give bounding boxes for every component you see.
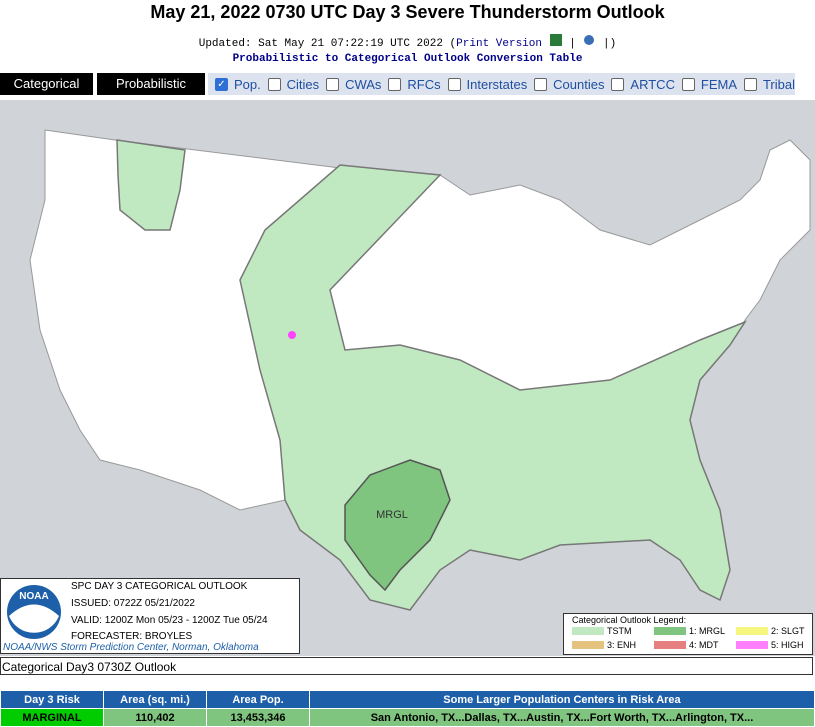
legend-label: 4: MDT — [689, 640, 719, 650]
checkbox[interactable] — [326, 77, 340, 91]
legend-label: 1: MRGL — [689, 626, 726, 636]
layer-label[interactable]: Interstates — [466, 76, 528, 92]
checkbox[interactable] — [388, 77, 402, 91]
info-box: NOAA SPC DAY 3 CATEGORICAL OUTLOOK ISSUE… — [0, 578, 300, 654]
layer-label[interactable]: FEMA — [700, 76, 738, 92]
checkbox[interactable] — [681, 77, 695, 91]
legend-swatch — [572, 627, 604, 635]
legend-swatch — [736, 627, 768, 635]
layer-label[interactable]: Pop. — [233, 76, 261, 92]
checkbox[interactable] — [267, 77, 281, 91]
legend-swatch — [572, 641, 604, 649]
checkbox[interactable]: ✓ — [215, 77, 228, 91]
updated: Updated: Sat May 21 07:22:19 UTC 2022 ( — [198, 38, 457, 50]
table-header: Area (sq. mi.) — [103, 690, 207, 709]
info-line: FORECASTER: BROYLES — [71, 631, 193, 642]
legend-swatch — [654, 641, 686, 649]
separator: | — [569, 38, 576, 50]
layer-label[interactable]: Tribal — [762, 76, 795, 92]
layer-label[interactable]: RFCs — [407, 76, 441, 92]
info-line: SPC DAY 3 CATEGORICAL OUTLOOK — [71, 581, 248, 592]
legend-swatch — [654, 627, 686, 635]
table-cell: 13,453,346 — [206, 708, 310, 727]
paren: ) — [609, 38, 617, 50]
legend-label: 2: SLGT — [771, 626, 805, 636]
layer-label[interactable]: ARTCC — [630, 76, 675, 92]
table-cell: 110,402 — [103, 708, 207, 727]
info-line: VALID: 1200Z Mon 05/23 - 1200Z Tue 05/24 — [71, 615, 268, 626]
table-header: Area Pop. — [206, 690, 310, 709]
legend: Categorical Outlook Legend: TSTM 1: MRGL 2… — [563, 613, 813, 655]
risk-table: Day 3 Risk Area (sq. mi.) Area Pop. Some La… — [0, 690, 815, 727]
legend-label: 3: ENH — [607, 640, 637, 650]
checkbox[interactable] — [447, 77, 461, 91]
marker — [288, 331, 296, 339]
tab[interactable]: Probabilistic — [97, 73, 205, 95]
updated-line: Updated: Sat May 21 07:22:19 UTC 2022 (P… — [0, 34, 815, 50]
separator: | — [603, 38, 610, 50]
tstm-area — [116, 139, 186, 231]
noaa-logo: NOAA — [7, 585, 61, 639]
info-line: ISSUED: 0722Z 05/21/2022 — [71, 598, 195, 609]
legend-swatch — [736, 641, 768, 649]
legend-label: 5: HIGH — [771, 640, 804, 650]
conversion-link[interactable]: Probabilistic to Categorical Outlook Con… — [232, 53, 583, 65]
icon[interactable] — [549, 34, 563, 46]
map: MRGL — [0, 100, 815, 656]
layer-label[interactable]: Cities — [286, 76, 320, 92]
checkbox[interactable] — [611, 77, 625, 91]
checkbox[interactable] — [744, 77, 757, 91]
table-cell: MARGINAL — [0, 708, 104, 727]
table-cell: San Antonio, TX...Dallas, TX...Austin, T… — [309, 708, 815, 727]
risk-label: MRGL — [376, 509, 408, 521]
legend-title: Categorical Outlook Legend: — [572, 615, 687, 625]
mrgl-area — [344, 459, 451, 592]
print-link[interactable]: Print Version — [456, 38, 542, 50]
layer-label[interactable]: CWAs — [345, 76, 382, 92]
caption: Categorical Day3 0730Z Outlook — [0, 657, 813, 675]
tab[interactable]: Categorical — [0, 73, 93, 95]
checkbox[interactable] — [534, 77, 548, 91]
layer-bar: ✓ Pop. Cities CWAs RFCs Interstates Counties AR… — [208, 73, 795, 95]
logo-text: NOAA — [19, 591, 48, 602]
legend-label: TSTM — [607, 626, 632, 636]
credit: NOAA/NWS Storm Prediction Center, Norman… — [3, 642, 259, 653]
page-title: May 21, 2022 0730 UTC Day 3 Severe Thund… — [150, 2, 665, 22]
table-header: Day 3 Risk — [0, 690, 104, 709]
layer-label[interactable]: Counties — [553, 76, 605, 92]
icon[interactable] — [582, 34, 596, 46]
table-header: Some Larger Population Centers in Risk A… — [309, 690, 815, 709]
